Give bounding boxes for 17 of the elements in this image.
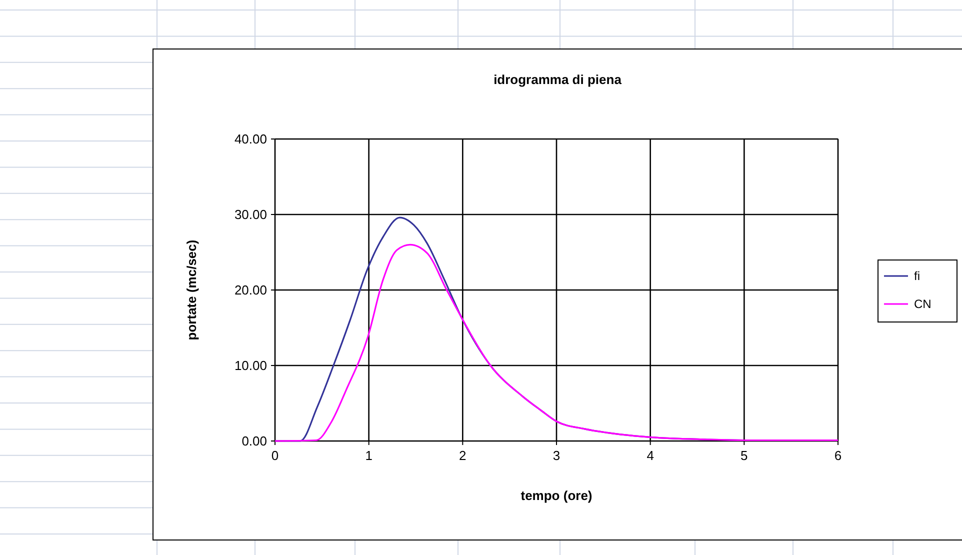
y-tick-label: 20.00 (234, 282, 267, 298)
x-tick-label: 6 (834, 448, 842, 463)
y-tick-label: 10.00 (234, 358, 267, 374)
x-tick-label: 5 (740, 448, 748, 463)
x-tick-label: 0 (271, 448, 279, 463)
y-tick-label: 40.00 (234, 132, 267, 147)
x-tick-label: 4 (646, 448, 654, 463)
y-tick-label: 30.00 (234, 207, 267, 222)
chart-title: idrogramma di piena (494, 72, 622, 87)
y-tick-label: 0.00 (242, 434, 267, 449)
x-axis-title: tempo (ore) (520, 488, 592, 503)
x-tick-label: 1 (365, 448, 372, 463)
legend-label: CN (914, 297, 932, 312)
x-tick-label: 3 (552, 448, 560, 463)
x-tick-label: 2 (459, 448, 466, 463)
legend-label: fi (914, 269, 920, 284)
y-axis-title: portate (mc/sec) (184, 240, 199, 340)
